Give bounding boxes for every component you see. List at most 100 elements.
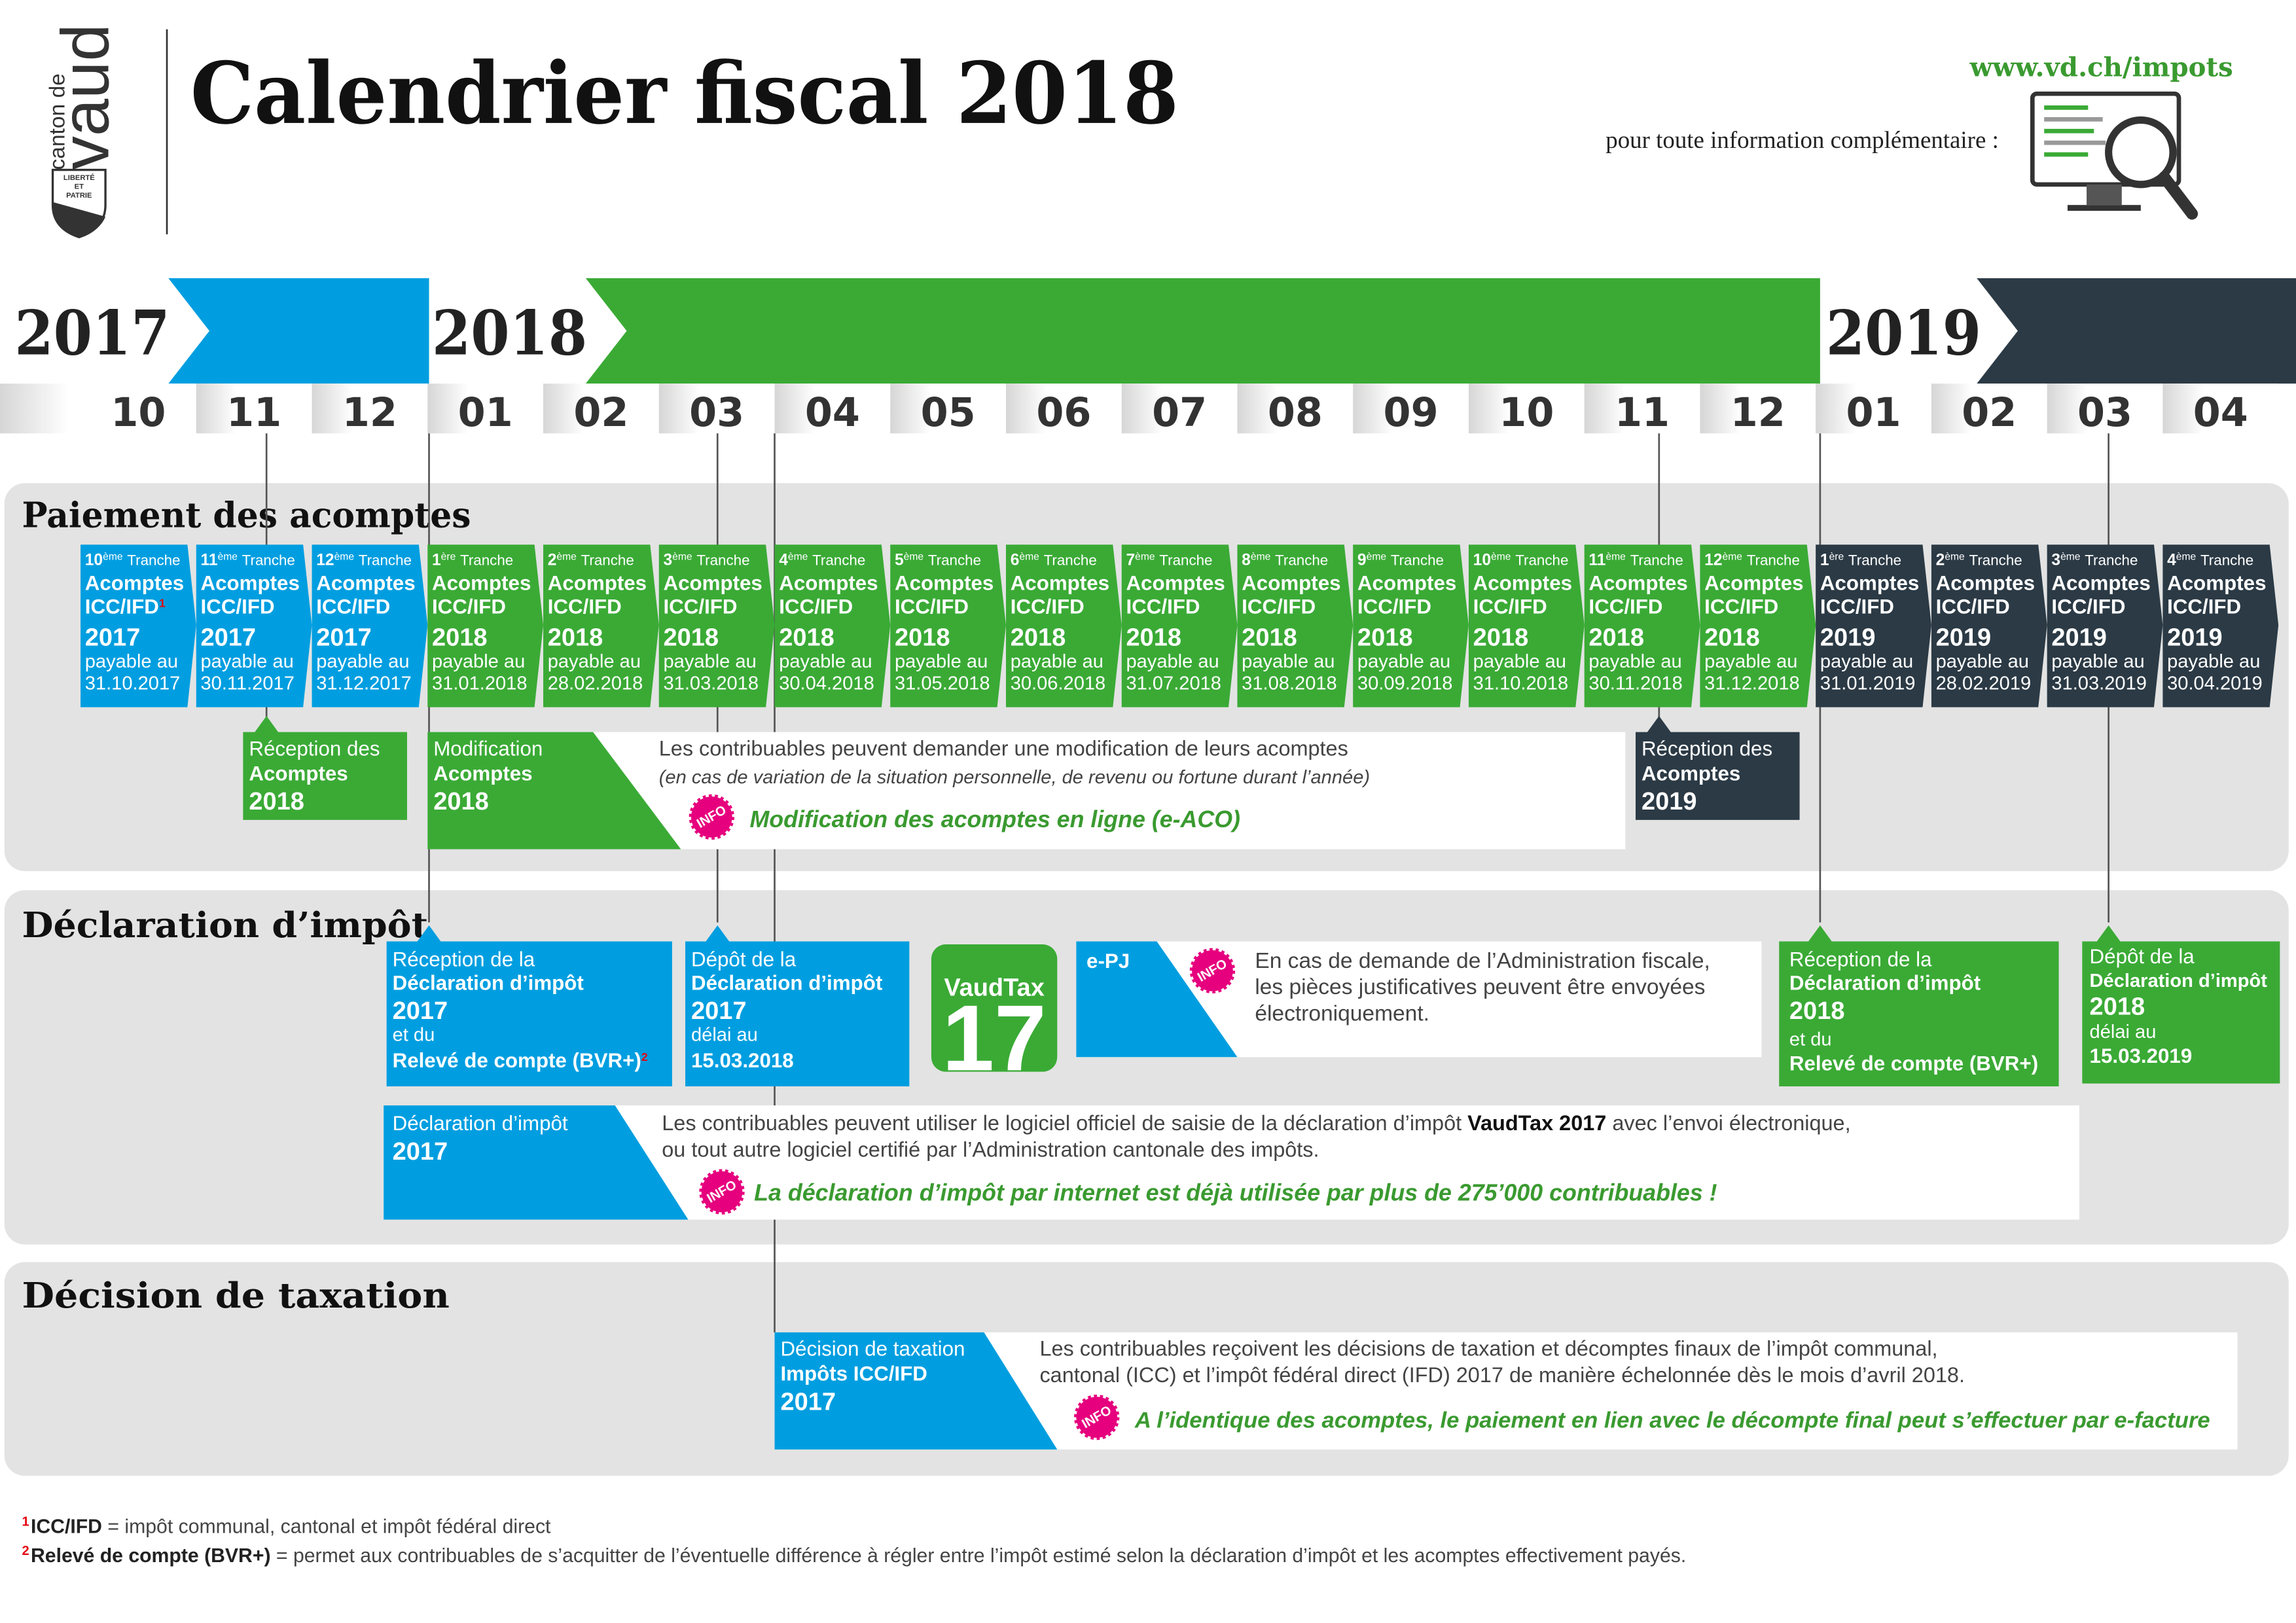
tranche-box (543, 544, 659, 707)
text: Acomptes (316, 572, 415, 595)
label-arrow (384, 1105, 689, 1220)
month-cell (1237, 383, 1354, 434)
text-run: Tranche (1159, 552, 1212, 569)
tranche-box (658, 544, 775, 707)
tranche-tax: ICC/IFD (1936, 595, 2010, 618)
tranche-number: 9ème Tranche (1357, 551, 1444, 569)
text-run: 10 (1473, 552, 1491, 569)
year-band (168, 278, 429, 384)
text: cantonal (ICC) et l’impôt fédéral direct… (1039, 1363, 1965, 1387)
text-run: ICC/IFD (548, 595, 622, 618)
text-run: ICC/IFD (85, 595, 159, 618)
month-cell (1005, 383, 1122, 434)
text-run: ICC/IFD (2167, 595, 2241, 618)
text-run: avec l’envoi électronique, (1606, 1111, 1850, 1135)
tranche-box (1584, 544, 1700, 707)
month-cell (2047, 383, 2163, 434)
text-run: ICC/IFD (1588, 595, 1662, 618)
text-run: ème (1135, 551, 1155, 562)
text: payable au (201, 651, 294, 672)
month-cell (0, 383, 196, 434)
text: 2018 (663, 624, 719, 652)
stand (2087, 184, 2122, 205)
text: PATRIE (66, 192, 92, 200)
text: 31.12.2018 (1704, 673, 1800, 694)
month-cell (1468, 383, 1585, 434)
text: vaud (48, 24, 123, 169)
tranche-tax: ICC/IFD (1126, 595, 1200, 618)
tranche-box (1237, 544, 1354, 707)
text: Acomptes (1357, 572, 1456, 595)
text: payable au (895, 651, 988, 672)
text-run: ICC/IFD (1820, 595, 1894, 618)
text: 2018 (1789, 997, 1845, 1025)
text-run: ème (1367, 551, 1387, 562)
text-run: = impôt communal, cantonal et impôt fédé… (102, 1516, 551, 1537)
text: payable au (1242, 651, 1335, 672)
text: 30.04.2019 (2167, 673, 2263, 694)
text: Dépôt de la (691, 948, 797, 971)
text-run: ICC/IFD (1473, 595, 1547, 618)
text: pour toute information complémentaire : (1605, 126, 1999, 153)
tranche-number: 4ème Tranche (2167, 551, 2253, 569)
text: Acomptes (1242, 572, 1340, 595)
text-run: 8 (1242, 552, 1251, 569)
text-run: 1 (1820, 552, 1829, 569)
text-run: ICC/IFD (663, 595, 737, 618)
month-cell (1353, 383, 1469, 434)
text: électroniquement. (1255, 1001, 1429, 1026)
text-run: Tranche (460, 552, 513, 569)
year-label: 2017 (14, 297, 170, 369)
text-run: ICC/IFD (1936, 595, 2010, 618)
text: 2018 (1704, 624, 1760, 652)
text: Les contribuables peuvent demander une m… (659, 736, 1348, 760)
text: Relevé de compte (BVR+) (1789, 1052, 2038, 1075)
tranche-tax: ICC/IFD (1588, 595, 1662, 618)
text: Réception des (1641, 737, 1772, 760)
text-run: ICC/IFD (895, 595, 969, 618)
tranche-number: 1ère Tranche (432, 551, 513, 569)
text: 28.02.2019 (1936, 673, 2032, 694)
text: 30.11.2018 (1588, 673, 1682, 694)
text-run: = permet aux contribuables de s’acquitte… (271, 1545, 1687, 1567)
text-run: Tranche (2085, 552, 2138, 569)
text-run: Tranche (1044, 552, 1097, 569)
tranche-box (1005, 544, 1122, 707)
tranche-tax: ICC/IFD (201, 595, 275, 618)
text-run: ème (1019, 551, 1039, 562)
text: Acomptes (433, 762, 532, 785)
text: 31.05.2018 (895, 673, 990, 694)
text-run: 11 (1588, 552, 1605, 569)
text: Déclaration d’impôt (2090, 971, 2268, 991)
text-run: ème (2176, 551, 2197, 562)
screen-line (2044, 105, 2089, 110)
text: La déclaration d’impôt par internet est … (754, 1180, 1717, 1206)
text-run: ICC/IFD (31, 1516, 102, 1537)
url-link[interactable]: www.vd.ch/impots (1969, 52, 2233, 82)
tranche-tax: ICC/IFD (1820, 595, 1894, 618)
text: Décision de taxation (780, 1338, 965, 1361)
text: payable au (1011, 651, 1103, 672)
text: 31.03.2019 (2051, 673, 2147, 694)
text: payable au (2051, 651, 2144, 672)
text-run: Les contribuables peuvent utiliser le lo… (662, 1111, 1467, 1135)
tranche-tax: ICC/IFD (2167, 595, 2241, 618)
tranche-number: 1ère Tranche (1820, 551, 1901, 569)
tranche-tax: ICC/IFD (779, 595, 853, 618)
text: 30.11.2017 (201, 673, 295, 694)
tranche-tax: ICC/IFD (663, 595, 737, 618)
text: Acomptes (1126, 572, 1225, 595)
text: et du (1789, 1029, 1832, 1050)
text: 2017 (201, 624, 257, 652)
title: Calendrier fiscal 2018 (190, 43, 1179, 143)
month-cell (2162, 383, 2279, 434)
tranche-tax: ICC/IFD (895, 595, 969, 618)
depot-box (685, 925, 910, 1087)
text-run: 3 (2051, 552, 2060, 569)
month-label: 02 (573, 390, 628, 436)
month-label: 01 (1846, 390, 1901, 436)
month-cell (1700, 383, 1816, 434)
text-run: 4 (2167, 552, 2176, 569)
text: les pièces justificatives peuvent être e… (1255, 975, 1705, 999)
